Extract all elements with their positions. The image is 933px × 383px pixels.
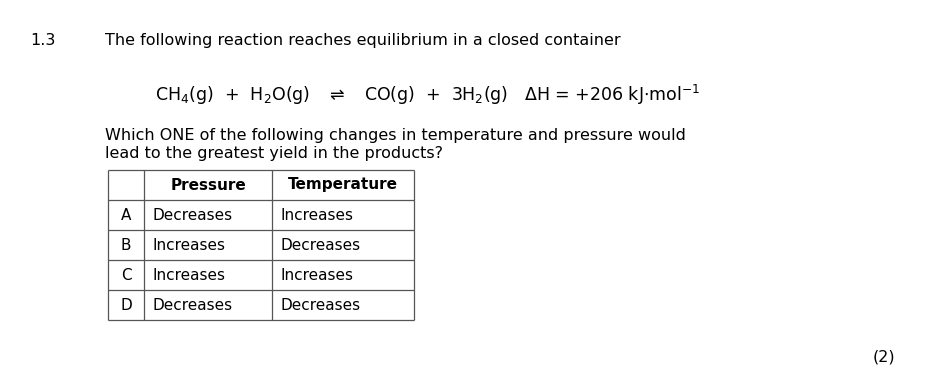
Text: Increases: Increases bbox=[152, 267, 225, 283]
Text: Decreases: Decreases bbox=[152, 208, 232, 223]
Text: A: A bbox=[120, 208, 132, 223]
Text: Increases: Increases bbox=[280, 267, 353, 283]
Text: Decreases: Decreases bbox=[152, 298, 232, 313]
Text: Pressure: Pressure bbox=[170, 177, 246, 193]
Text: Decreases: Decreases bbox=[280, 298, 360, 313]
Text: Increases: Increases bbox=[152, 237, 225, 252]
Text: CH$_4$(g)  +  H$_2$O(g)   $\rightleftharpoons$   CO(g)  +  3H$_2$(g)   $\Delta$H: CH$_4$(g) + H$_2$O(g) $\rightleftharpoon… bbox=[155, 83, 700, 107]
Text: 1.3: 1.3 bbox=[30, 33, 55, 48]
Text: D: D bbox=[120, 298, 132, 313]
Text: Temperature: Temperature bbox=[288, 177, 398, 193]
Text: B: B bbox=[120, 237, 132, 252]
Text: lead to the greatest yield in the products?: lead to the greatest yield in the produc… bbox=[105, 146, 443, 161]
Text: C: C bbox=[120, 267, 132, 283]
Text: The following reaction reaches equilibrium in a closed container: The following reaction reaches equilibri… bbox=[105, 33, 620, 48]
Text: (2): (2) bbox=[872, 350, 895, 365]
Text: Increases: Increases bbox=[280, 208, 353, 223]
Text: Which ONE of the following changes in temperature and pressure would: Which ONE of the following changes in te… bbox=[105, 128, 686, 143]
Text: Decreases: Decreases bbox=[280, 237, 360, 252]
